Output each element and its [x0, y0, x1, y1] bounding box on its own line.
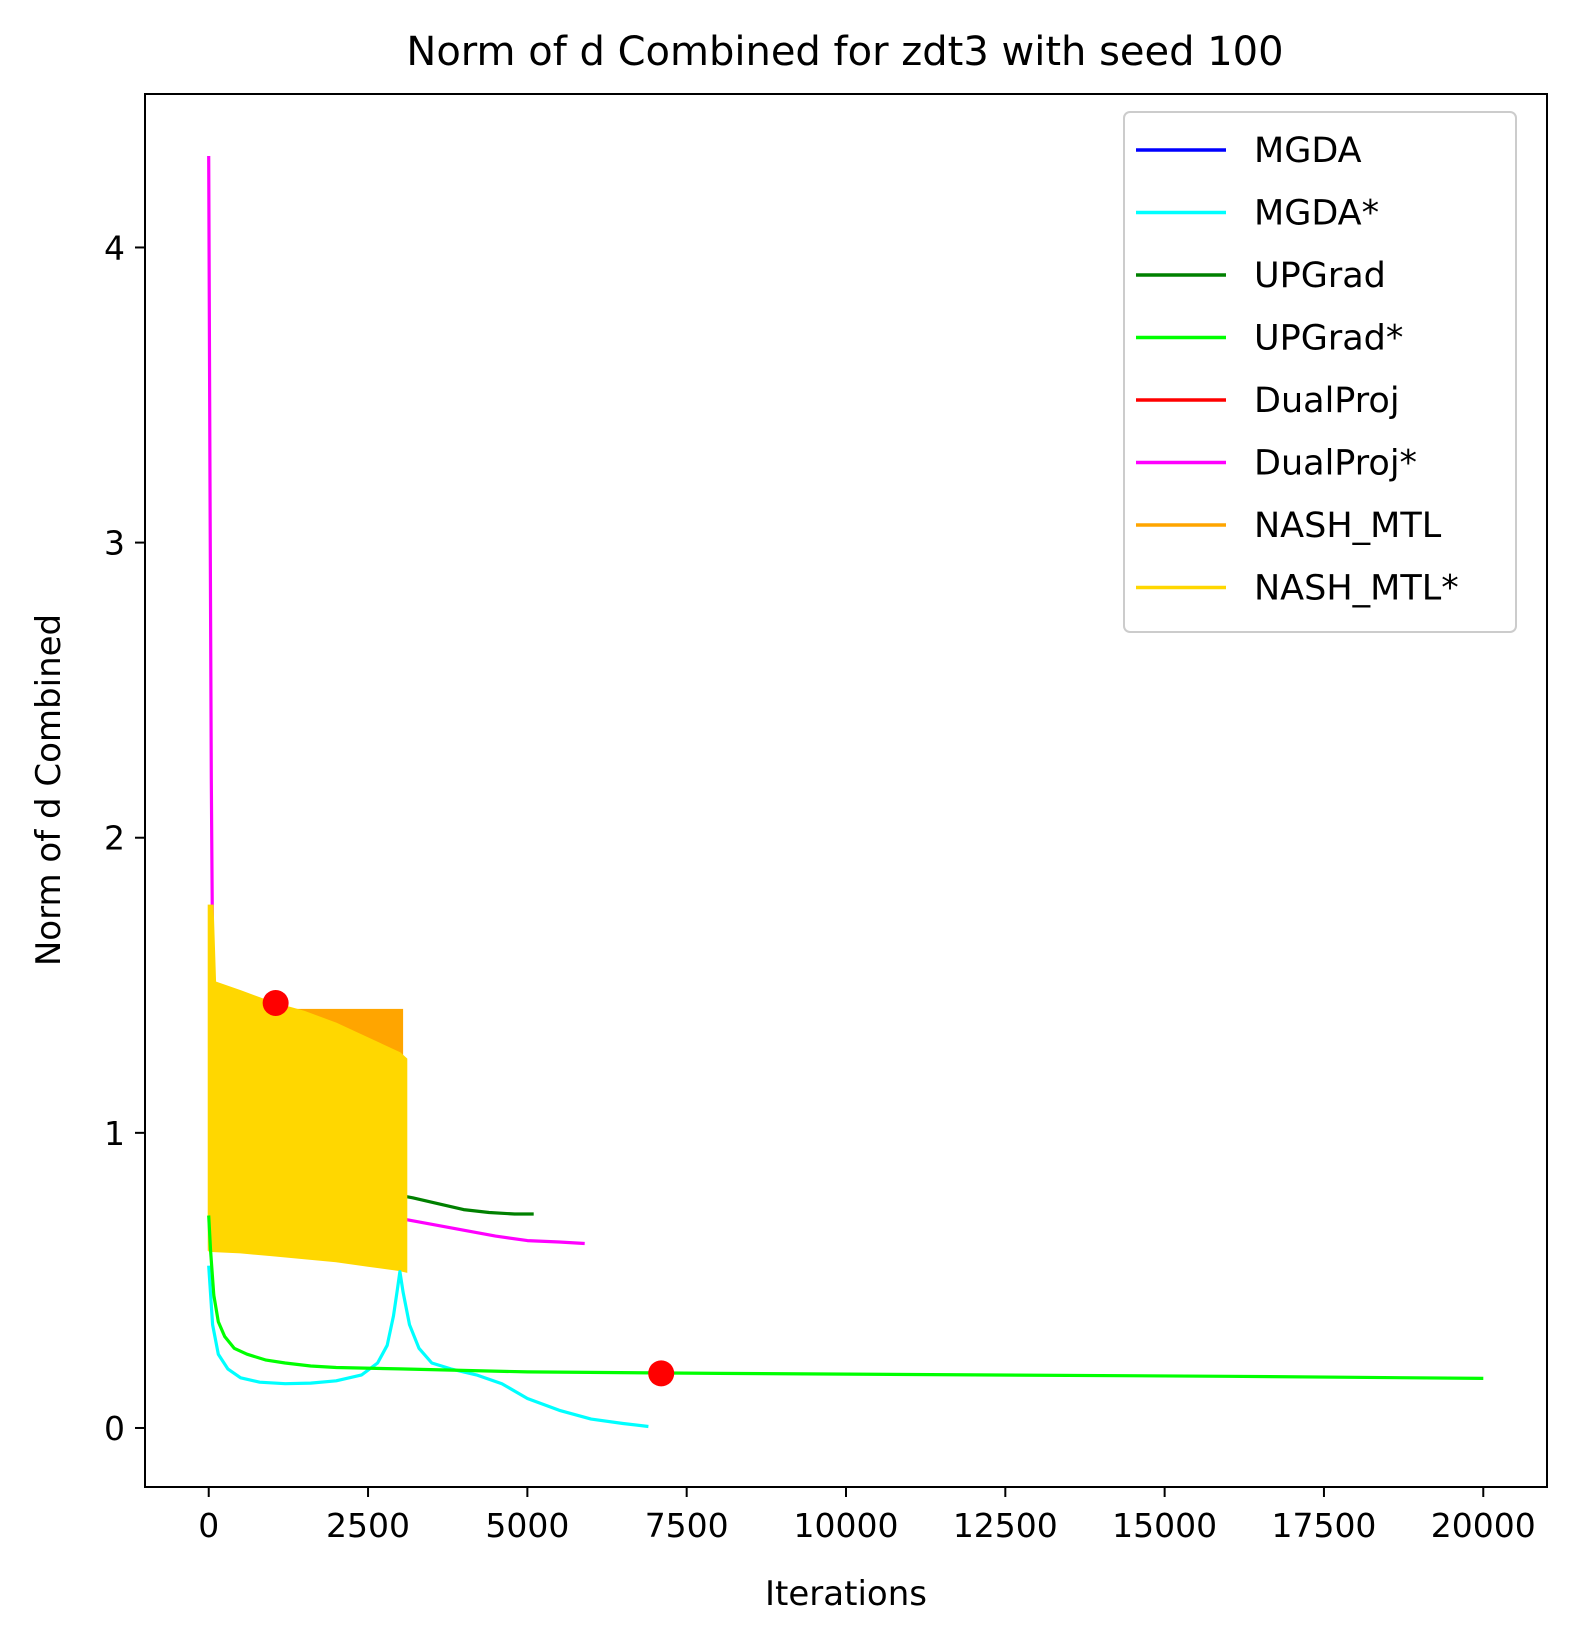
legend-label: MGDA	[1254, 131, 1362, 171]
y-axis: 0 1 2 3 4	[104, 228, 145, 1448]
x-tick-label: 5000	[485, 1506, 569, 1545]
legend-label: DualProj	[1254, 381, 1400, 421]
y-tick-label: 1	[104, 1114, 125, 1153]
series-line-upgrad-star	[207, 1215, 1484, 1380]
x-tick-label: 7500	[645, 1506, 729, 1545]
y-tick-label: 0	[104, 1409, 125, 1448]
series-layer	[207, 155, 1484, 1429]
legend-entry-dualproj-star: DualProj*	[1136, 444, 1417, 484]
x-tick-label: 12500	[953, 1506, 1058, 1545]
y-tick-label: 3	[104, 524, 125, 563]
legend-label: NASH_MTL	[1254, 506, 1442, 546]
highlight-marker-1	[262, 989, 289, 1016]
x-tick-label: 17500	[1271, 1506, 1376, 1545]
series-line-mgda-star	[207, 1265, 649, 1429]
legend: MGDA MGDA* UPGrad UPGrad* DualProj DualProj* N…	[1123, 111, 1517, 633]
x-tick-label: 10000	[794, 1506, 899, 1545]
y-tick-label: 4	[104, 228, 125, 267]
legend-label: NASH_MTL*	[1254, 569, 1459, 609]
legend-entry-nash-mtl-star: NASH_MTL*	[1136, 569, 1459, 609]
legend-entry-nash-mtl: NASH_MTL	[1136, 506, 1442, 546]
x-tick-label: 2500	[326, 1506, 410, 1545]
legend-label: UPGrad*	[1254, 319, 1403, 359]
legend-entry-upgrad-star: UPGrad*	[1136, 319, 1403, 359]
y-axis-label: Norm of d Combined	[29, 614, 69, 966]
x-axis: 0 2500 5000 7500 10000 12500 15000 17500 20000	[198, 1487, 1536, 1545]
chart-title: Norm of d Combined for zdt3 with seed 10…	[406, 29, 1283, 75]
legend-entry-dualproj: DualProj	[1136, 381, 1400, 421]
highlight-marker-2	[648, 1360, 675, 1387]
x-tick-label: 15000	[1112, 1506, 1217, 1545]
marker-layer	[262, 989, 675, 1387]
legend-entry-mgda-star: MGDA*	[1136, 194, 1379, 234]
x-tick-label: 0	[198, 1506, 219, 1545]
legend-label: MGDA*	[1254, 194, 1379, 234]
y-tick-label: 2	[104, 819, 125, 858]
series-band-nash-mtl-star	[207, 904, 408, 1273]
legend-entry-upgrad: UPGrad	[1136, 256, 1386, 296]
legend-box	[1123, 111, 1517, 633]
series-line-upgrad	[396, 1193, 534, 1216]
x-tick-label: 20000	[1431, 1506, 1536, 1545]
legend-entry-mgda: MGDA	[1136, 131, 1362, 171]
legend-label: UPGrad	[1254, 256, 1386, 296]
x-axis-label: Iterations	[765, 1574, 927, 1614]
legend-label: DualProj*	[1254, 444, 1417, 484]
